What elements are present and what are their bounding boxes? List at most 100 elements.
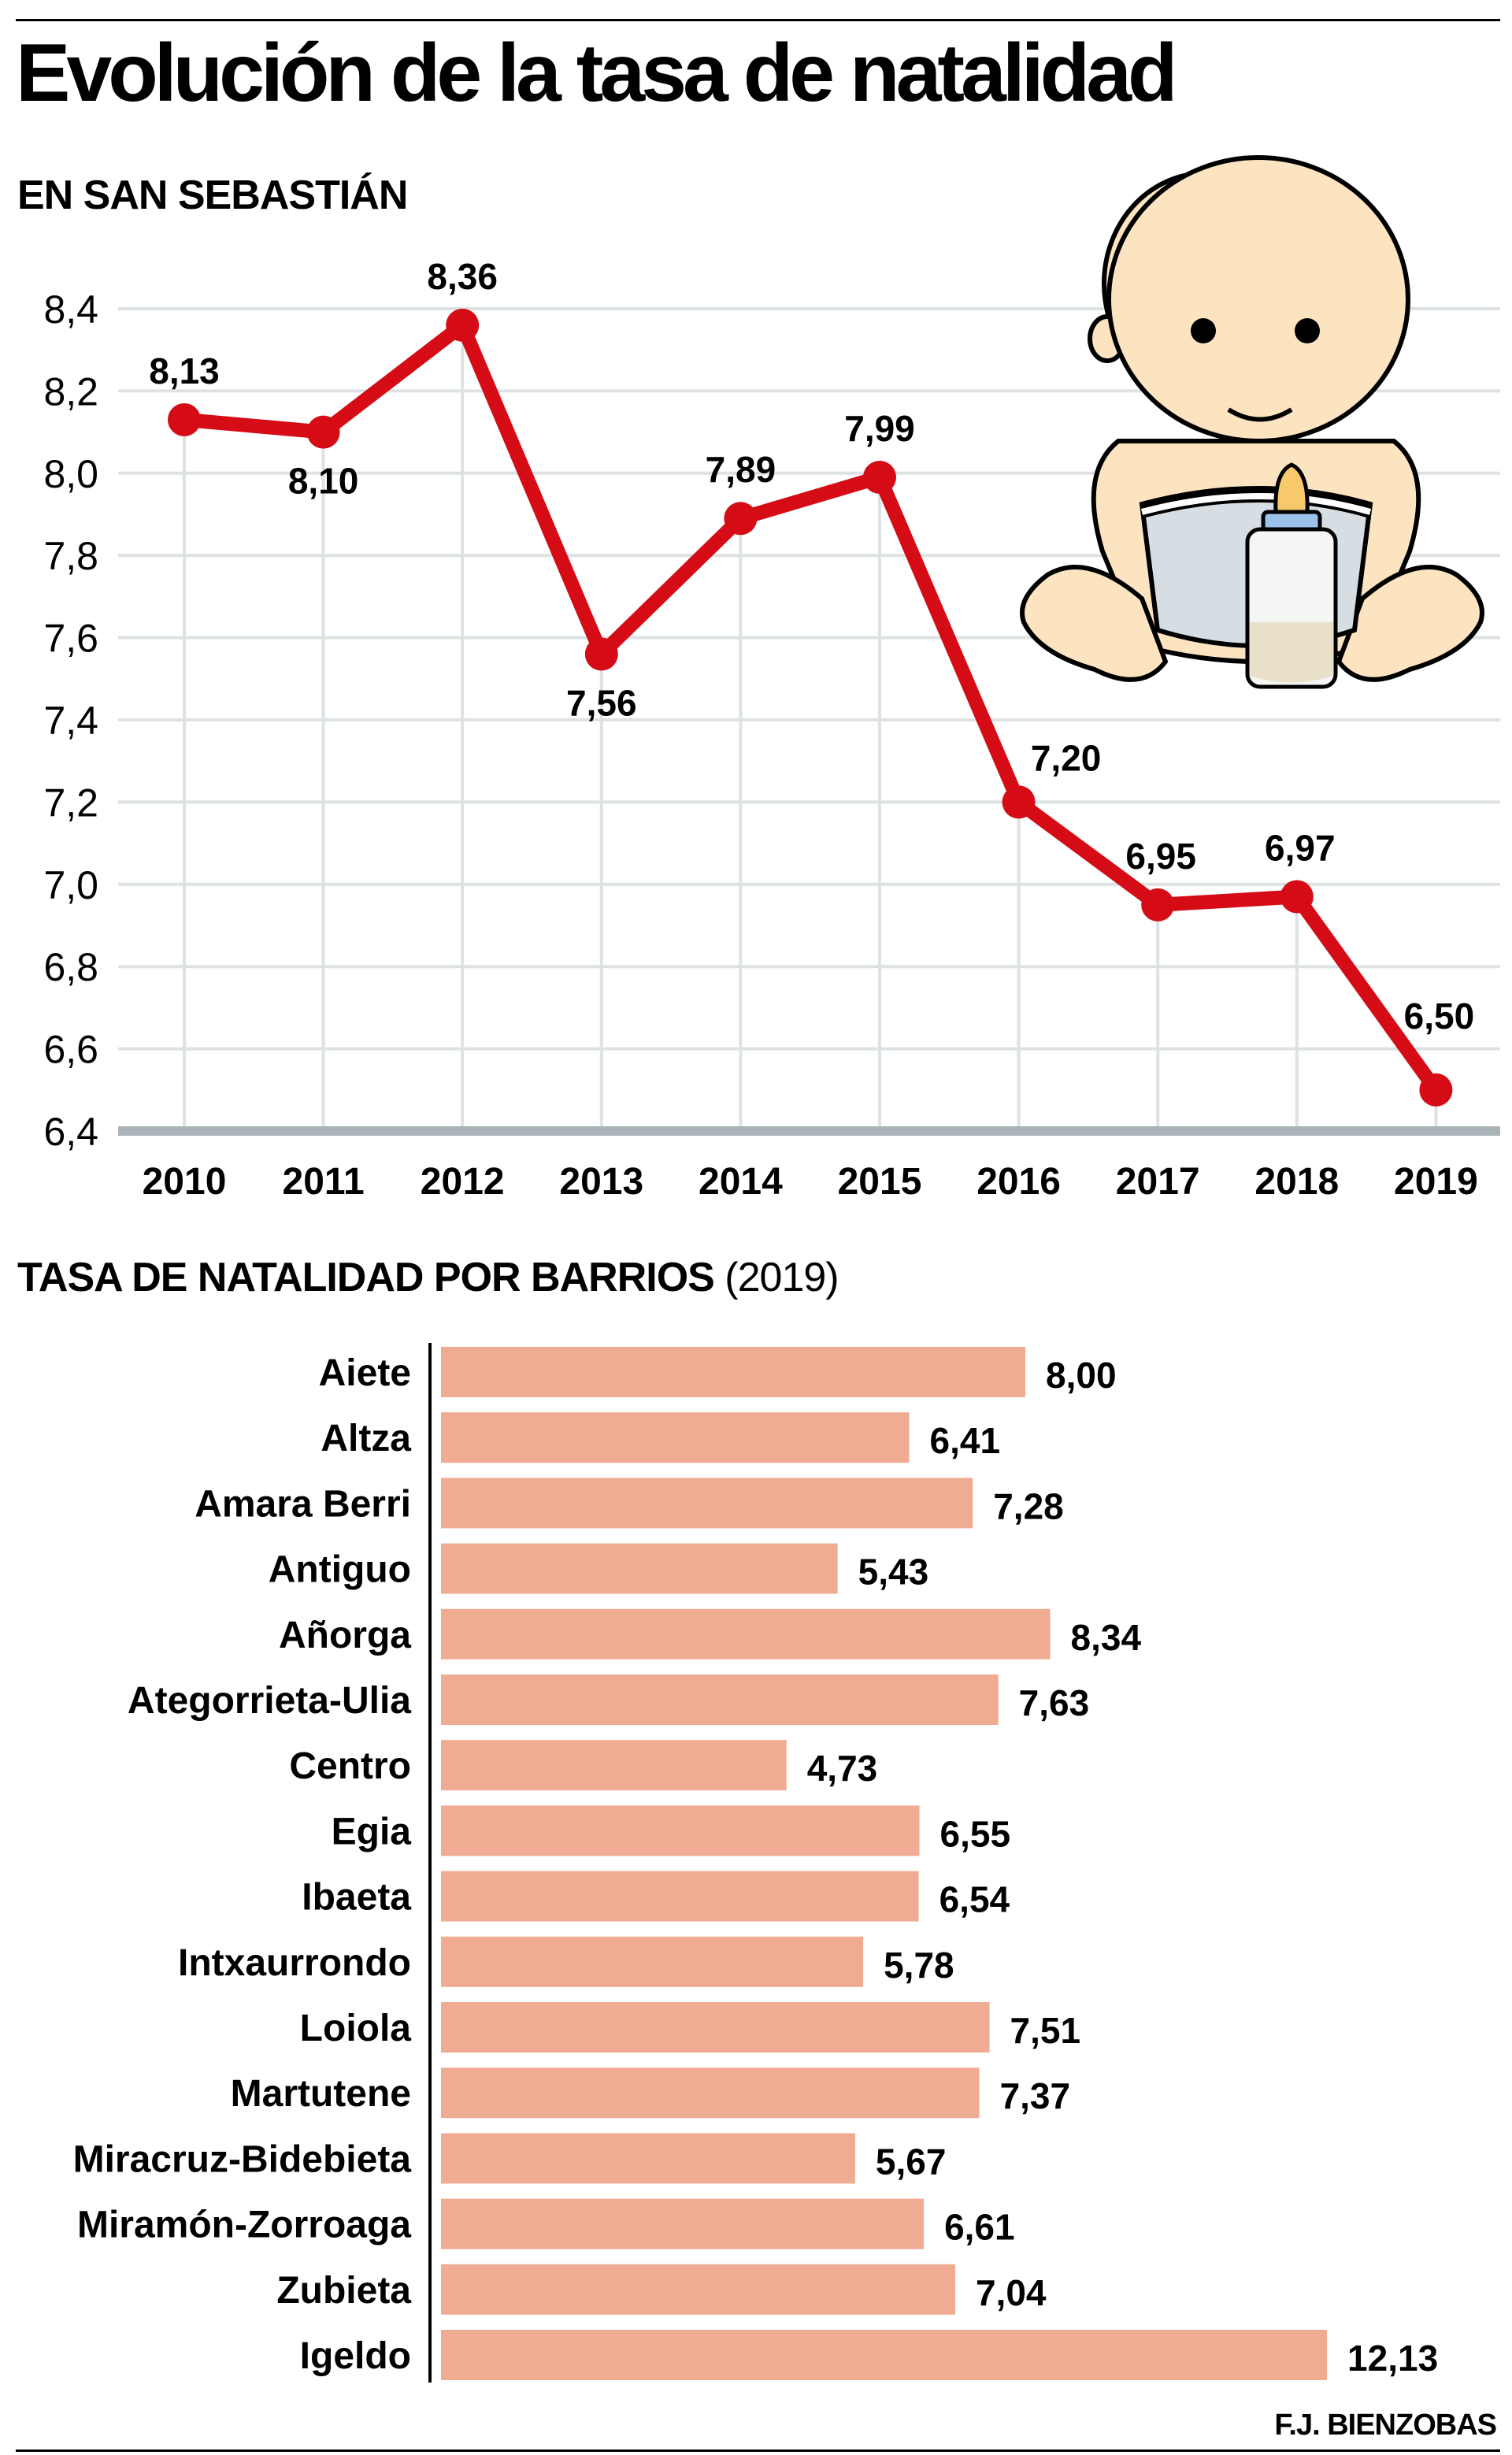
data-point (863, 461, 896, 495)
bar-value-label: 5,67 (876, 2141, 947, 2182)
y-tick-label: 7,4 (43, 699, 98, 743)
bar-value-label: 6,41 (930, 1420, 1001, 1461)
page-title: Evolución de la tasa de natalidad (16, 28, 1178, 119)
category-label: Antiguo (269, 1549, 411, 1591)
y-tick-label: 8,4 (43, 287, 98, 332)
data-label: 8,10 (288, 461, 359, 502)
category-label: Miramón-Zorroaga (77, 2205, 411, 2246)
bar (441, 2002, 990, 2053)
bar-chart-title-year: (2019) (724, 1255, 839, 1300)
bar-value-label: 6,54 (939, 1879, 1010, 1920)
data-point (1141, 888, 1175, 922)
data-label: 8,36 (427, 256, 498, 297)
bar (441, 1347, 1025, 1397)
category-label: Igeldo (300, 2335, 411, 2377)
data-label: 7,56 (566, 682, 637, 723)
data-label: 8,13 (149, 350, 220, 391)
bar-value-label: 8,00 (1046, 1355, 1117, 1396)
category-label: Centro (289, 1745, 411, 1787)
x-tick-label: 2016 (976, 1161, 1061, 1203)
bar (441, 2067, 980, 2119)
x-tick-label: 2018 (1254, 1161, 1339, 1203)
category-label: Ibaeta (302, 1877, 411, 1919)
x-tick-label: 2019 (1394, 1161, 1478, 1203)
bar-value-label: 7,37 (1000, 2075, 1071, 2116)
series-line (183, 313, 1442, 1095)
data-point (1002, 785, 1036, 819)
category-label: Altza (321, 1418, 411, 1459)
category-label: Zubieta (276, 2270, 411, 2312)
category-label: Intxaurrondo (178, 1942, 411, 1984)
bar (441, 1805, 920, 1856)
data-point (168, 402, 201, 436)
x-tick-label: 2011 (283, 1161, 365, 1203)
category-label: Miracruz-Bidebieta (73, 2138, 412, 2180)
bar (441, 1674, 999, 1725)
data-label: 6,50 (1404, 996, 1475, 1037)
bar-value-label: 5,43 (858, 1552, 929, 1593)
y-tick-label: 6,8 (43, 945, 98, 989)
bar-value-label: 12,13 (1347, 2338, 1438, 2379)
x-tick-label: 2013 (559, 1161, 643, 1203)
bar-value-label: 7,04 (976, 2272, 1047, 2313)
y-tick-label: 8,0 (43, 452, 98, 496)
y-tick-label: 6,4 (43, 1110, 98, 1154)
data-label: 7,99 (844, 408, 915, 449)
category-label: Ategorrieta-Ulia (128, 1680, 411, 1722)
data-point (1280, 880, 1314, 914)
bar (441, 2330, 1328, 2380)
bar-value-label: 6,61 (944, 2207, 1015, 2248)
data-point (724, 502, 758, 536)
data-label: 7,20 (1031, 737, 1102, 778)
x-tick-label: 2015 (838, 1161, 922, 1203)
bar-value-label: 4,73 (807, 1748, 878, 1789)
data-label: 7,89 (706, 449, 776, 490)
bar (441, 1608, 1051, 1660)
y-tick-label: 6,6 (43, 1028, 98, 1072)
bar (441, 2264, 955, 2315)
y-tick-label: 7,8 (43, 534, 98, 578)
bar (441, 1871, 919, 1922)
y-tick-label: 8,2 (43, 369, 98, 413)
y-tick-label: 7,0 (43, 863, 98, 907)
category-label: Aiete (319, 1352, 411, 1394)
data-point (446, 308, 480, 342)
data-point (306, 415, 340, 449)
line-chart-title: EN SAN SEBASTIÁN (17, 172, 408, 218)
bar (441, 2133, 855, 2184)
bar-value-label: 6,55 (940, 1813, 1011, 1854)
bar (441, 1543, 838, 1594)
data-point (584, 637, 618, 671)
bar (441, 2198, 925, 2249)
x-tick-label: 2014 (699, 1161, 783, 1203)
data-label: 6,97 (1265, 827, 1336, 868)
category-label: Añorga (279, 1615, 411, 1656)
top-rule (16, 19, 1500, 21)
data-label: 6,95 (1125, 836, 1196, 877)
bar-value-label: 7,63 (1019, 1682, 1090, 1723)
bar-value-label: 7,28 (993, 1485, 1064, 1526)
category-label: Loiola (300, 2008, 412, 2049)
x-tick-label: 2010 (143, 1161, 227, 1203)
bar (441, 1936, 864, 1987)
category-label: Martutene (231, 2073, 411, 2115)
bar-chart-title: TASA DE NATALIDAD POR BARRIOS (2019) (17, 1254, 839, 1301)
category-label: Egia (332, 1811, 412, 1852)
bar (441, 1478, 973, 1529)
author-credit: F.J. BIENZOBAS (1274, 2409, 1497, 2442)
bar-value-label: 5,78 (884, 1945, 954, 1986)
category-label: Amara Berri (195, 1483, 411, 1525)
data-point (1419, 1073, 1453, 1107)
y-tick-label: 7,6 (43, 617, 98, 661)
bar-value-label: 7,51 (1010, 2010, 1081, 2051)
bottom-rule (16, 2449, 1500, 2452)
x-tick-label: 2012 (421, 1161, 505, 1203)
bar-chart-title-main: TASA DE NATALIDAD POR BARRIOS (17, 1255, 715, 1300)
y-tick-label: 7,2 (43, 781, 98, 825)
bar (441, 1412, 910, 1463)
bar-value-label: 8,34 (1071, 1617, 1142, 1658)
bar (441, 1740, 787, 1791)
x-tick-label: 2017 (1116, 1161, 1200, 1203)
